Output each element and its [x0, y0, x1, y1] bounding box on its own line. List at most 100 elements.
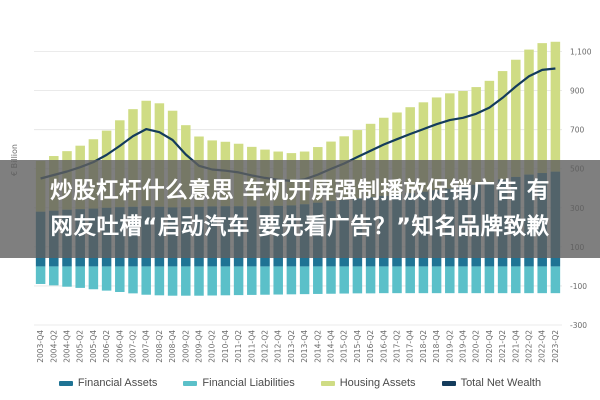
- legend-label-net-wealth: Total Net Wealth: [460, 377, 542, 389]
- bar-financial-liabilities: [101, 266, 112, 291]
- bar-financial-liabilities: [458, 266, 468, 294]
- bar-housing-assets: [431, 97, 442, 191]
- bar-financial-liabilities: [75, 266, 85, 288]
- y-tick-label: -300: [570, 321, 587, 330]
- x-tick-label: 2019-Q4: [459, 330, 468, 363]
- bar-financial-liabilities: [299, 266, 310, 295]
- x-tick-label: 2014-Q2: [313, 330, 322, 363]
- x-tick-label: 2022-Q4: [538, 330, 547, 363]
- bar-financial-liabilities: [154, 266, 165, 296]
- bar-financial-liabilities: [313, 266, 323, 294]
- legend-label-financial-assets: Financial Assets: [77, 377, 158, 389]
- bar-financial-liabilities: [379, 266, 389, 294]
- bar-financial-liabilities: [141, 266, 151, 295]
- x-tick-label: 2007-Q2: [129, 330, 138, 363]
- bar-financial-liabilities: [471, 266, 481, 294]
- bar-financial-liabilities: [326, 266, 336, 294]
- x-tick-label: 2009-Q2: [181, 330, 190, 363]
- bar-financial-liabilities: [418, 266, 429, 294]
- y-tick-label: 1,100: [570, 48, 592, 57]
- bar-financial-liabilities: [167, 266, 178, 296]
- bar-housing-assets: [379, 117, 389, 196]
- bar-housing-assets: [458, 90, 468, 187]
- legend-item-housing-assets: Housing Assets: [320, 377, 416, 389]
- x-tick-label: 2012-Q2: [261, 330, 270, 363]
- x-tick-label: 2006-Q2: [102, 330, 111, 363]
- bar-financial-liabilities: [286, 266, 297, 295]
- x-tick-label: 2011-Q2: [234, 330, 243, 363]
- bar-housing-assets: [405, 107, 415, 194]
- bar-financial-liabilities: [365, 266, 376, 294]
- banner-text: 炒股杠杆什么意思 车机开屏强制播放促销广告 有 网友吐槽“启动汽车 要先看广告？…: [44, 173, 556, 245]
- bar-financial-liabilities: [537, 266, 547, 294]
- legend-swatch-net-wealth: [441, 380, 456, 386]
- bar-financial-liabilities: [88, 266, 99, 290]
- x-tick-label: 2003-Q4: [36, 330, 45, 363]
- legend-swatch-financial-liabilities: [183, 380, 198, 386]
- x-tick-label: 2005-Q2: [76, 330, 85, 363]
- x-tick-label: 2006-Q4: [115, 330, 124, 363]
- bar-housing-assets: [511, 59, 521, 177]
- bar-financial-liabilities: [392, 266, 402, 294]
- x-tick-label: 2008-Q4: [168, 330, 177, 363]
- bar-housing-assets: [128, 109, 138, 207]
- x-tick-label: 2015-Q4: [353, 330, 362, 363]
- bar-housing-assets: [484, 80, 495, 183]
- bar-financial-liabilities: [273, 266, 283, 295]
- bar-housing-assets: [537, 43, 547, 174]
- legend-swatch-financial-assets: [58, 380, 73, 386]
- bar-financial-liabilities: [35, 266, 46, 284]
- legend-swatch-housing-assets: [320, 380, 335, 386]
- bar-financial-liabilities: [128, 266, 138, 294]
- bar-housing-assets: [141, 100, 151, 207]
- bar-financial-liabilities: [550, 266, 561, 294]
- x-tick-label: 2004-Q4: [63, 330, 72, 363]
- bar-financial-liabilities: [352, 266, 363, 294]
- bar-housing-assets: [167, 110, 178, 208]
- bar-housing-assets: [471, 87, 481, 185]
- x-tick-label: 2008-Q2: [155, 330, 164, 363]
- financial-liabilities-bars: [35, 266, 561, 296]
- bar-financial-liabilities: [339, 266, 349, 294]
- bar-financial-liabilities: [194, 266, 204, 296]
- bar-financial-liabilities: [49, 266, 59, 286]
- overlay-banner: 炒股杠杆什么意思 车机开屏强制播放促销广告 有 网友吐槽“启动汽车 要先看广告？…: [0, 160, 600, 258]
- x-tick-label: 2022-Q2: [525, 330, 534, 363]
- x-tick-label: 2005-Q4: [89, 330, 98, 363]
- x-tick-label: 2013-Q2: [287, 330, 296, 363]
- bar-financial-liabilities: [431, 266, 442, 294]
- bar-housing-assets: [550, 41, 561, 172]
- chart-legend: Financial Assets Financial Liabilities H…: [0, 372, 600, 394]
- bar-financial-liabilities: [524, 266, 534, 294]
- bar-financial-liabilities: [484, 266, 495, 294]
- bar-financial-liabilities: [115, 266, 125, 292]
- banner-line-2: 网友吐槽“启动汽车 要先看广告？”知名品牌致歉: [50, 214, 550, 240]
- x-tick-label: 2010-Q4: [221, 330, 230, 363]
- legend-item-financial-assets: Financial Assets: [58, 377, 158, 389]
- x-tick-label: 2007-Q4: [142, 330, 151, 363]
- bar-housing-assets: [497, 71, 508, 180]
- y-tick-label: 900: [570, 87, 585, 96]
- x-tick-label: 2017-Q2: [393, 330, 402, 363]
- x-tick-label: 2015-Q2: [340, 330, 349, 363]
- legend-item-net-wealth: Total Net Wealth: [441, 377, 542, 389]
- bar-financial-liabilities: [207, 266, 217, 296]
- bar-financial-liabilities: [247, 266, 257, 295]
- x-tick-label: 2016-Q4: [379, 330, 388, 363]
- bar-housing-assets: [418, 102, 429, 192]
- bar-financial-liabilities: [405, 266, 415, 294]
- bar-financial-liabilities: [181, 266, 191, 296]
- bar-financial-liabilities: [511, 266, 521, 294]
- y-tick-label: 700: [570, 126, 585, 135]
- bar-financial-liabilities: [445, 266, 455, 294]
- x-tick-label: 2021-Q2: [498, 330, 507, 363]
- x-tick-label: 2012-Q4: [274, 330, 283, 363]
- x-tick-label: 2018-Q4: [432, 330, 441, 363]
- bar-housing-assets: [445, 93, 455, 189]
- bar-financial-liabilities: [62, 266, 72, 287]
- bar-housing-assets: [154, 103, 165, 207]
- x-tick-label: 2017-Q4: [406, 330, 415, 363]
- bar-housing-assets: [524, 49, 534, 175]
- x-axis-ticks: 2003-Q4 2004-Q2 2004-Q4 2005-Q2 2005-Q4 2006-…: [36, 330, 560, 363]
- y-tick-label: -100: [570, 282, 587, 291]
